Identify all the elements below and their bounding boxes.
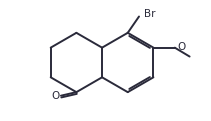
Text: Br: Br [145, 9, 156, 19]
Text: O: O [51, 91, 60, 101]
Text: O: O [177, 42, 185, 52]
